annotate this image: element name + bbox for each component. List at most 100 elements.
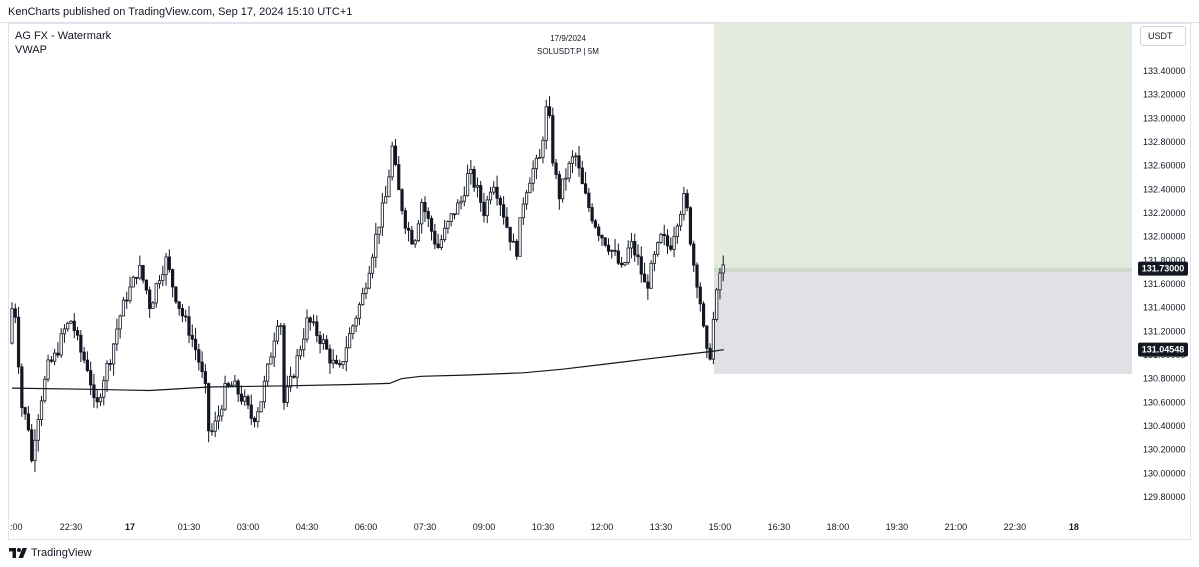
candle-body [446,221,450,229]
candle [10,302,14,345]
candle [397,156,401,191]
candle-body [652,253,657,264]
candle [269,352,273,365]
vwap-layer [11,349,724,392]
candle [59,328,63,358]
watermark-symbol: SOLUSDT.P | 5M [537,47,599,56]
candle-body [148,289,152,309]
candle [672,226,676,258]
candle-body [279,325,283,328]
candle-body [121,299,126,317]
price-tick-label: 133.40000 [1143,66,1186,76]
candle [384,185,388,204]
candle [43,375,47,403]
candle-body [285,386,289,403]
candle [134,276,139,285]
candle-body [338,363,342,366]
candle [534,154,539,180]
candle [246,394,250,410]
candle [26,405,30,432]
candle [272,332,276,368]
candle [351,324,355,340]
candle [161,265,165,287]
candle [600,234,604,247]
chart-watermark: 17/9/2024 SOLUSDT.P | 5M [500,32,636,58]
current-price-tag-bg [1138,261,1188,276]
indicator-vwap-label[interactable]: VWAP [15,44,47,56]
candle-body [541,139,545,158]
candle-body [243,396,247,402]
candle [374,222,378,268]
candle-body [200,361,204,373]
price-tick-label: 133.20000 [1143,90,1186,100]
candle-body [590,207,594,222]
time-tick-label: 22:30 [60,522,83,532]
candle [551,107,555,167]
candle [593,218,598,229]
candle-body [387,176,391,198]
candle [665,229,670,254]
candle [282,322,286,410]
candle [82,346,86,364]
time-tick-label: 22:30 [1004,522,1027,532]
candle-body [164,256,168,276]
candle [266,362,270,386]
candle-body [53,352,57,362]
candle [633,233,637,262]
chart-frame [8,23,1191,540]
candle [511,233,516,243]
candle [492,181,496,195]
candle [367,265,371,290]
candle-body [574,155,578,158]
candle-body [66,322,70,330]
candle [262,375,266,409]
candle-body [416,223,421,242]
price-tick-label: 130.80000 [1143,374,1186,384]
time-tick-label: 07:30 [414,522,437,532]
candle-body [528,182,532,194]
time-tick-label: 06:00 [355,522,378,532]
candle [695,262,699,299]
candle-body [688,207,693,245]
candle-body [390,145,394,178]
candle-body [252,417,257,422]
candle [613,239,617,256]
candle [446,220,450,234]
candle-body [216,415,221,422]
candle-body [695,264,699,288]
candle-body [108,363,112,365]
candle-body [606,244,611,252]
candle-body [157,280,162,285]
footer-branding[interactable]: TradingView [9,545,92,561]
time-tick-label: 10:30 [532,522,555,532]
candle-body [288,375,293,388]
candle-body [495,186,499,199]
candle [167,249,171,273]
candle-body [433,230,437,245]
candle-body [649,262,653,289]
price-tick-label: 131.40000 [1143,303,1186,313]
candle-body [410,229,414,245]
candle [102,376,106,406]
candle [252,416,257,428]
candle-body [370,256,375,274]
candle-body [134,276,139,279]
candle [321,333,325,350]
time-tick-label: 21:00 [945,522,968,532]
candle-body [561,178,565,200]
vwap-line [11,349,724,392]
candle [148,286,152,318]
currency-unit-button[interactable]: USDT [1140,26,1186,46]
candle [433,223,437,250]
candle-body [187,316,191,336]
candle-body [603,237,607,246]
candle [508,226,512,251]
time-tick-label: 19:30 [886,522,909,532]
candle-body [374,233,378,258]
candle-body [125,299,129,302]
indicator-watermark-label[interactable]: AG FX - Watermark [15,30,112,42]
candle [20,363,24,417]
candle-body [36,419,40,441]
candle [413,238,417,248]
